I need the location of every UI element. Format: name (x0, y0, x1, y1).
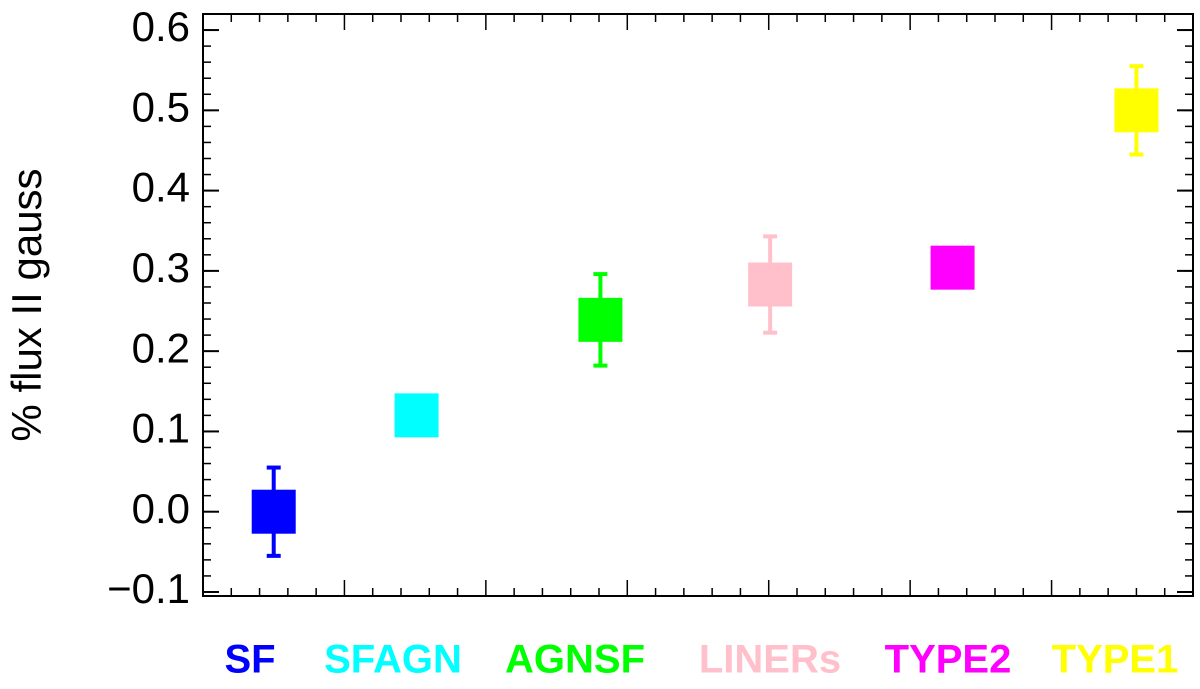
y-tick-label: 0.6 (132, 3, 190, 50)
y-tick-label: 0.2 (132, 324, 190, 371)
marker (1114, 88, 1159, 133)
marker (578, 297, 623, 342)
y-tick-label: 0.3 (132, 244, 190, 291)
category-label: AGNSF (505, 638, 645, 682)
category-label: TYPE2 (885, 638, 1012, 682)
marker (748, 262, 793, 307)
category-label: SFAGN (324, 638, 462, 682)
y-tick-label: −0.1 (107, 565, 190, 612)
marker (394, 393, 439, 438)
plot-frame (202, 13, 1194, 597)
category-label: TYPE1 (1052, 638, 1179, 682)
y-tick-label: 0.5 (132, 83, 190, 130)
marker (251, 489, 296, 534)
category-label: LINERs (699, 638, 841, 682)
y-tick-label: 0.0 (132, 485, 190, 532)
y-axis-label: % flux II gauss (3, 168, 50, 441)
marker (930, 245, 975, 290)
category-label: SF (224, 638, 275, 682)
y-tick-label: 0.1 (132, 405, 190, 452)
y-tick-label: 0.4 (132, 164, 190, 211)
